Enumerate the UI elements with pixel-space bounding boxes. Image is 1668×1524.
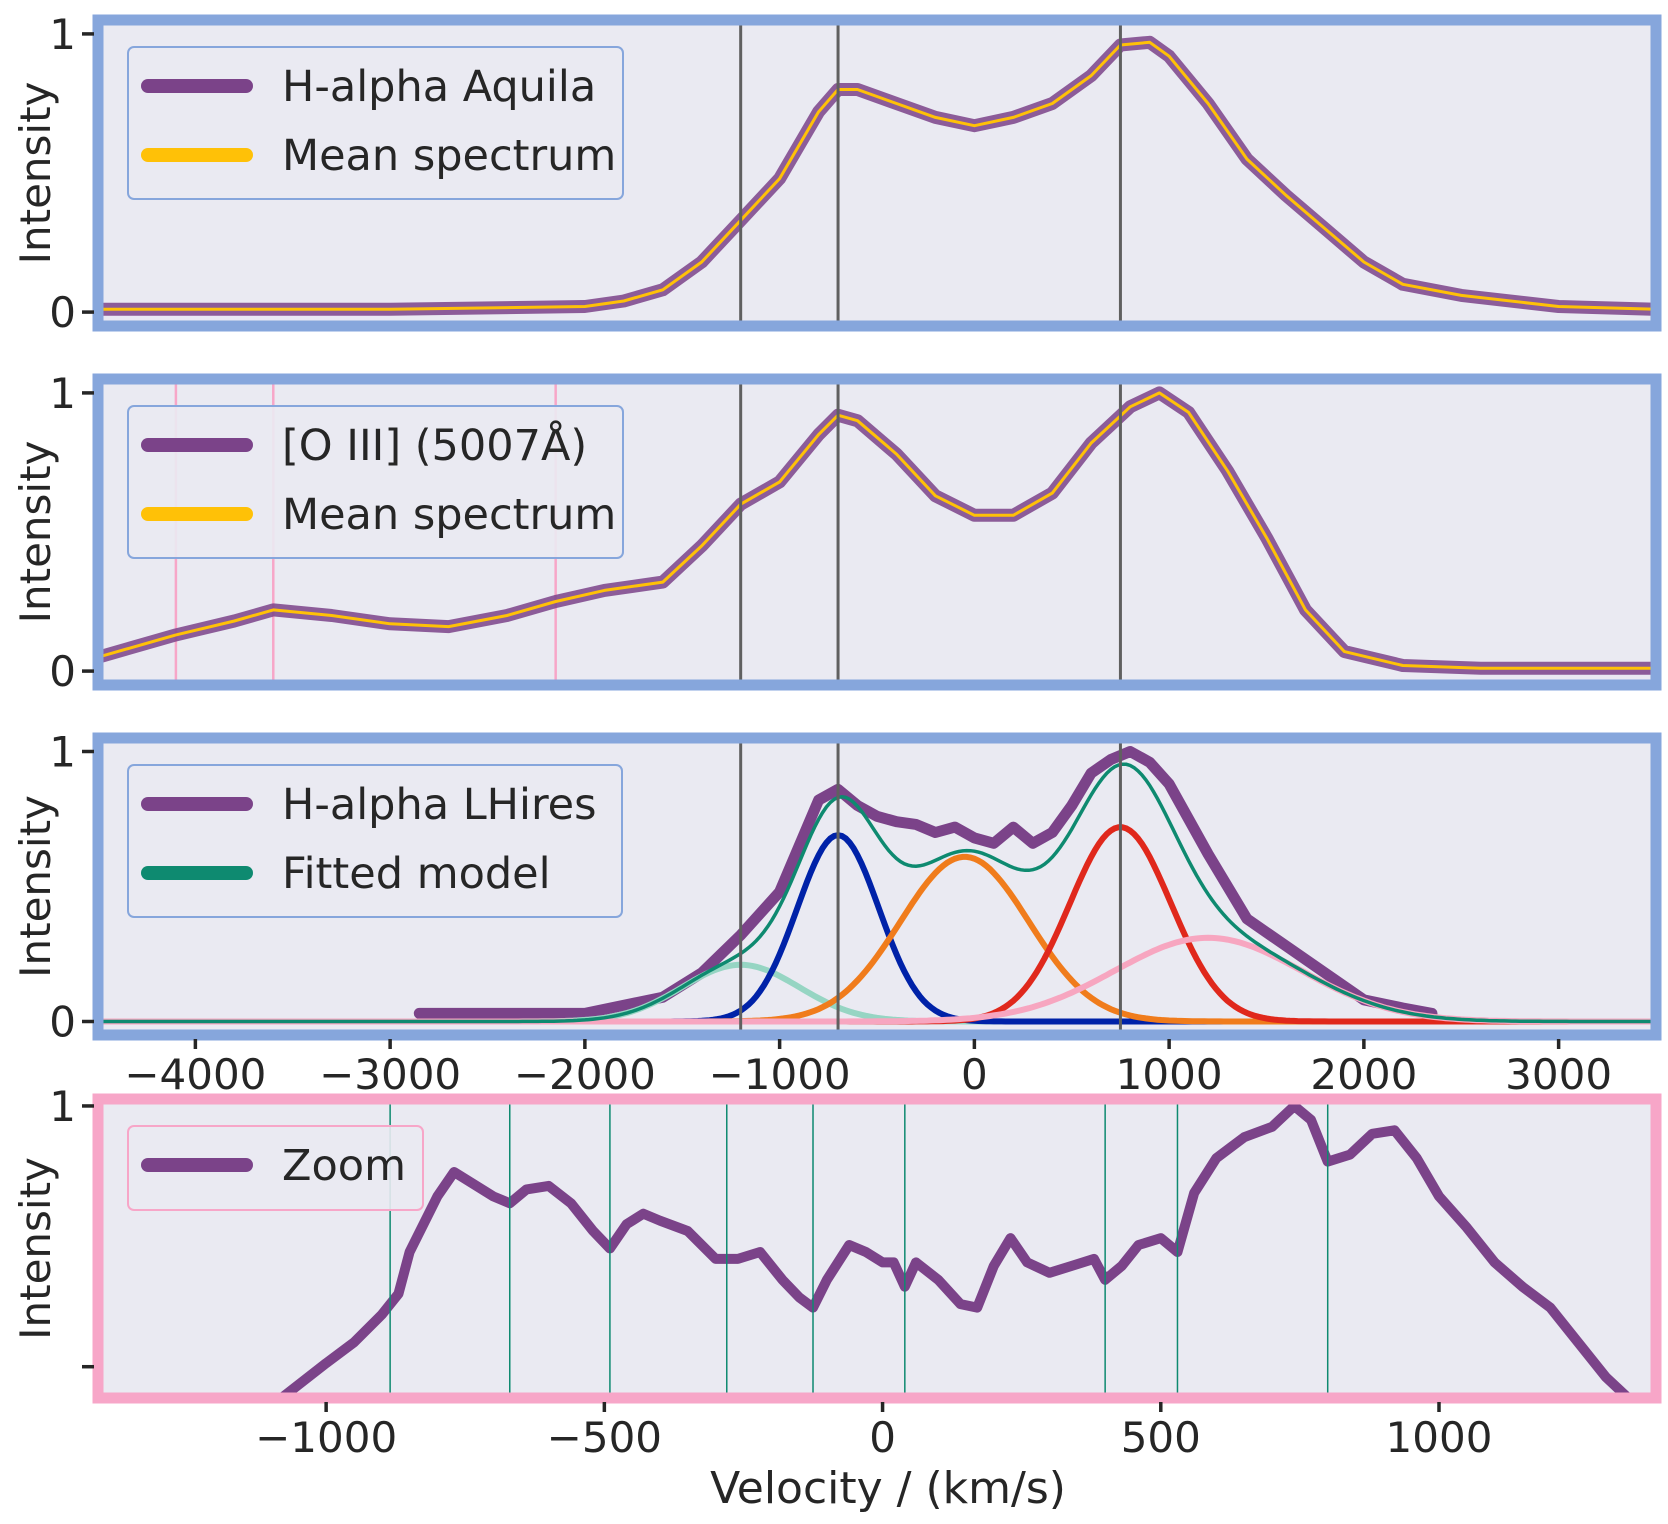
x-tick-label: −4000: [124, 1050, 266, 1099]
x-tick-label: −1000: [709, 1050, 851, 1099]
y-axis-label: Intensity: [11, 795, 60, 978]
x-tick-label: 1000: [1386, 1413, 1493, 1462]
panel-lhires-fit: 0 1 −4000 −3000 −2000 −1000 0 1000 2000 3000 Inten…: [11, 728, 1662, 1099]
legend-label: H-alpha LHires: [282, 780, 597, 830]
mean-spectrum-line: [98, 40, 1656, 311]
legend-label: Zoom: [282, 1141, 406, 1191]
y-axis-label: Intensity: [11, 1157, 60, 1340]
x-tick-label: 2000: [1310, 1050, 1417, 1099]
legend-label: Mean spectrum: [282, 490, 616, 540]
x-tick-label: 0: [961, 1050, 988, 1099]
x-tick-label: −2000: [514, 1050, 656, 1099]
y-tick-label: 1: [49, 10, 76, 59]
mean-spectrum-line: [98, 391, 1656, 670]
legend-label: [O III] (5007Å): [282, 420, 587, 471]
y-tick-label: 1: [49, 728, 76, 777]
x-tick-label: −1000: [255, 1413, 397, 1462]
panel-halpha-aquila: 0 1 Intensity H-alpha Aquila Mean spectrum: [11, 10, 1662, 337]
legend-label: Fitted model: [282, 849, 551, 899]
x-tick-label: 500: [1121, 1413, 1201, 1462]
y-tick-label: 0: [49, 288, 76, 337]
y-tick-label: 1: [49, 369, 76, 418]
panel-frame: [92, 14, 1662, 332]
legend-label: H-alpha Aquila: [282, 62, 596, 112]
fitted-model-line: [98, 762, 1656, 1024]
x-tick-label: −3000: [319, 1050, 461, 1099]
x-axis-label: Velocity / (km/s): [710, 1463, 1066, 1514]
legend-label: Mean spectrum: [282, 131, 616, 181]
panel-frame: [92, 1093, 1662, 1404]
y-axis-label: Intensity: [11, 82, 60, 265]
y-tick-label: 0: [49, 647, 76, 696]
legend: [127, 1125, 424, 1211]
panel-frame: [92, 732, 1662, 1041]
panel-oiii: 0 1 Intensity [O III] (5007Å) Mean spectrum: [11, 369, 1662, 696]
x-tick-label: 0: [869, 1413, 896, 1462]
y-tick-label: 0: [49, 998, 76, 1047]
zoom-spectrum-line: [276, 1101, 1634, 1398]
x-tick-label: 3000: [1505, 1050, 1612, 1099]
panel-zoom: 1 −1000 −500 0 500 1000 Intensity Zoom: [11, 1082, 1662, 1462]
observed-spectrum-line: [413, 746, 1438, 1019]
panel-frame: [92, 373, 1662, 691]
y-tick-label: 1: [49, 1082, 76, 1131]
y-axis-label: Intensity: [11, 441, 60, 624]
x-tick-label: −500: [547, 1413, 662, 1462]
x-tick-label: 1000: [1116, 1050, 1223, 1099]
